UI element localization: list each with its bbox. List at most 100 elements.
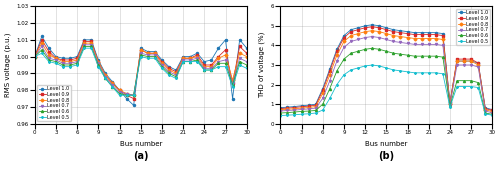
Level 0.6 (60, 64, 66, 66)
Level 0.7 (490, 112, 496, 114)
Level 0.5 (355, 67, 361, 69)
Level 0.8 (348, 34, 354, 37)
Level 0.6 (152, 56, 158, 58)
Level 0.8 (355, 33, 361, 35)
Level 0.7 (145, 54, 151, 56)
Level 0.9 (173, 71, 179, 73)
Level 0.8 (334, 54, 340, 56)
Level 0.6 (102, 77, 108, 79)
Level 0.5 (390, 69, 396, 71)
Level 0.5 (398, 70, 404, 72)
Level 0.5 (67, 66, 73, 68)
Level 0.9 (404, 33, 410, 35)
Level 0.7 (202, 67, 207, 69)
Level 0.8 (32, 56, 38, 58)
Level 0.6 (194, 59, 200, 61)
Level 1.0 (208, 59, 214, 61)
Level 0.8 (60, 61, 66, 63)
Level 0.5 (152, 57, 158, 59)
Legend: Level 1.0, Level 0.9, Level 0.8, Level 0.7, Level 0.6, Level 0.5: Level 1.0, Level 0.9, Level 0.8, Level 0… (456, 9, 490, 45)
Level 0.9 (461, 58, 467, 60)
Level 0.5 (447, 106, 453, 108)
Level 0.5 (116, 94, 122, 96)
Level 0.9 (447, 102, 453, 104)
Level 0.5 (490, 114, 496, 116)
Level 0.8 (166, 69, 172, 71)
Level 0.7 (482, 110, 488, 112)
Level 0.9 (306, 105, 312, 107)
Level 0.6 (440, 56, 446, 58)
Level 0.6 (53, 61, 59, 63)
Level 0.7 (278, 110, 283, 112)
Level 0.8 (130, 94, 136, 96)
Level 0.7 (447, 104, 453, 106)
Level 0.7 (236, 57, 242, 59)
Level 0.7 (355, 39, 361, 41)
Level 0.9 (166, 67, 172, 69)
Level 0.6 (433, 55, 439, 57)
Level 0.5 (46, 61, 52, 63)
Level 0.6 (447, 105, 453, 107)
Level 0.6 (418, 55, 424, 57)
Level 0.9 (32, 56, 38, 58)
Level 0.9 (369, 26, 375, 28)
Line: Level 0.5: Level 0.5 (280, 64, 494, 117)
Level 0.9 (341, 37, 347, 39)
Level 0.9 (74, 57, 80, 59)
Level 0.6 (216, 62, 222, 64)
Level 0.9 (96, 61, 102, 63)
Level 0.6 (145, 56, 151, 58)
Level 0.8 (74, 59, 80, 61)
Level 0.9 (39, 39, 45, 41)
Level 0.9 (130, 98, 136, 100)
Level 0.8 (96, 61, 102, 63)
Level 0.5 (384, 67, 390, 69)
Level 1.0 (230, 98, 235, 100)
Level 0.9 (159, 61, 165, 63)
Level 0.7 (230, 82, 235, 84)
Level 0.5 (369, 64, 375, 66)
Y-axis label: RMS voltage (p.u.): RMS voltage (p.u.) (4, 33, 10, 97)
Level 0.7 (159, 64, 165, 66)
Level 0.6 (384, 50, 390, 52)
Level 0.8 (384, 33, 390, 35)
Level 0.6 (96, 64, 102, 66)
Level 0.8 (152, 52, 158, 54)
Level 0.9 (454, 58, 460, 60)
Level 0.8 (173, 72, 179, 74)
Level 0.6 (244, 64, 250, 66)
Level 0.6 (74, 62, 80, 64)
Level 0.9 (312, 104, 318, 106)
Level 1.0 (490, 109, 496, 111)
Level 0.6 (412, 55, 418, 57)
Level 1.0 (194, 52, 200, 54)
Level 0.6 (46, 59, 52, 61)
Level 1.0 (433, 32, 439, 34)
Line: Level 0.7: Level 0.7 (280, 35, 494, 114)
Level 0.7 (334, 60, 340, 62)
Level 0.6 (298, 110, 304, 112)
Level 0.7 (102, 76, 108, 78)
Level 0.7 (138, 52, 143, 54)
Level 0.7 (116, 91, 122, 93)
Level 0.8 (138, 49, 143, 51)
Level 0.6 (490, 113, 496, 115)
Level 0.8 (284, 108, 290, 110)
Level 1.0 (355, 27, 361, 29)
Level 1.0 (60, 57, 66, 59)
Line: Level 0.6: Level 0.6 (280, 47, 494, 115)
Level 0.8 (53, 57, 59, 59)
Level 0.6 (454, 80, 460, 82)
Level 0.7 (292, 109, 298, 111)
Level 0.7 (348, 40, 354, 42)
Level 0.8 (110, 82, 116, 84)
Level 0.8 (159, 62, 165, 64)
Level 1.0 (130, 104, 136, 106)
Level 1.0 (278, 107, 283, 109)
Level 0.6 (334, 70, 340, 72)
Level 0.5 (404, 71, 410, 73)
Level 0.8 (398, 35, 404, 38)
Text: (a): (a) (133, 151, 148, 161)
Level 0.9 (216, 56, 222, 58)
Level 0.5 (376, 65, 382, 67)
